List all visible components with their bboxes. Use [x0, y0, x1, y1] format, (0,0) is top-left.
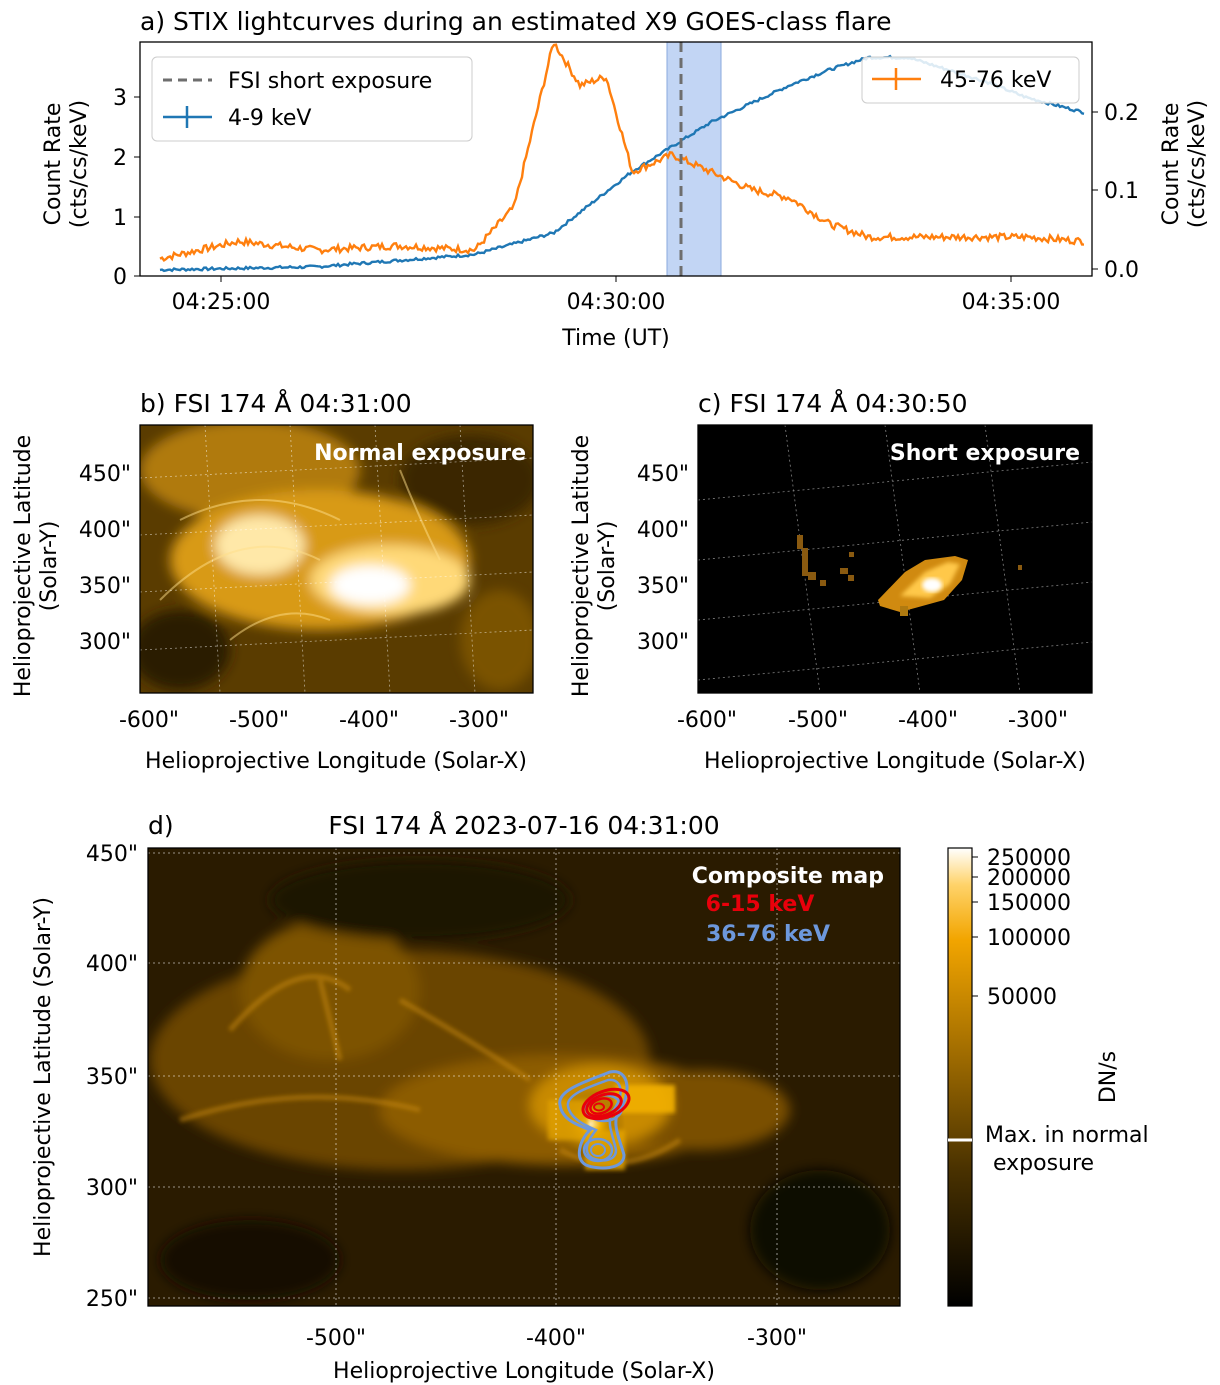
panel-d-label: d) [148, 811, 174, 840]
panel-d-xlabel: Helioprojective Longitude (Solar-X) [333, 1359, 715, 1384]
xtick-label: -400" [898, 708, 958, 733]
ytick-right: 0.0 [1104, 258, 1139, 283]
colorbar-tick: 200000 [987, 866, 1071, 891]
panel-d-annotation-6-15kev: 6-15 keV [706, 892, 815, 917]
colorbar: 250000 200000 150000 100000 50000 DN/s M… [947, 846, 1149, 1307]
panel-d-title: FSI 174 Å 2023-07-16 04:31:00 [328, 811, 719, 840]
short-exposure-flare [797, 535, 1022, 616]
ytick-label: 400" [637, 518, 689, 543]
ytick-right: 0.2 [1104, 101, 1139, 126]
xtick-label: -600" [119, 708, 179, 733]
xtick-label: -300" [449, 708, 509, 733]
fsi-short-exposure-image [698, 425, 1092, 693]
panel-a-ylabel-right: Count Rate [1159, 103, 1184, 226]
panel-c: c) FSI 174 Å 04:30:50 Short ex [569, 389, 1093, 774]
fsi-normal-exposure-image [140, 425, 533, 693]
panel-a-title: a) STIX lightcurves during an estimated … [140, 7, 891, 36]
colorbar-tick: 250000 [987, 846, 1071, 871]
panel-b-title: b) FSI 174 Å 04:31:00 [140, 389, 412, 418]
panel-d-annotation-36-76kev: 36-76 keV [706, 922, 830, 947]
xtick-label: 04:35:00 [962, 290, 1061, 315]
colorbar-marker-label: Max. in normal [985, 1123, 1149, 1148]
xtick-label: -500" [306, 1326, 366, 1351]
ytick-label: 400" [79, 518, 131, 543]
xtick-label: -600" [677, 708, 737, 733]
panel-c-xlabel: Helioprojective Longitude (Solar-X) [704, 749, 1086, 774]
xtick-label: -400" [526, 1326, 586, 1351]
ytick-label: 350" [637, 574, 689, 599]
colorbar-tick: 100000 [987, 926, 1071, 951]
panel-c-ylabel-unit: (Solar-Y) [595, 521, 620, 612]
ytick-right: 0.1 [1104, 179, 1139, 204]
panel-b-annotation: Normal exposure [314, 441, 526, 466]
ytick-label: 300" [86, 1176, 138, 1201]
colorbar-tick: 50000 [987, 985, 1057, 1010]
panel-a-ylabel-right-unit: (cts/cs/keV) [1185, 100, 1210, 228]
panel-a-xlabel: Time (UT) [561, 326, 670, 351]
panel-c-ylabel: Helioprojective Latitude [569, 435, 594, 697]
colorbar-tick: 150000 [987, 891, 1071, 916]
ytick-label: 350" [86, 1065, 138, 1090]
series-45-76-keV [159, 43, 1085, 263]
panel-b: b) FSI 174 Å 04:31:00 [11, 389, 534, 774]
legend-left: FSI short exposure 4-9 keV [151, 56, 473, 142]
panel-b-ylabel: Helioprojective Latitude [11, 435, 36, 697]
ytick-label: 300" [637, 630, 689, 655]
legend-4-9kev: 4-9 keV [228, 106, 311, 131]
ytick-left: 1 [113, 206, 127, 231]
ytick-label: 300" [79, 630, 131, 655]
xtick-label: -500" [788, 708, 848, 733]
panel-c-title: c) FSI 174 Å 04:30:50 [698, 389, 968, 418]
contours-6-15kev [581, 1087, 631, 1121]
panel-a-ylabel-left-unit: (cts/cs/keV) [67, 100, 92, 228]
xtick-label: -400" [339, 708, 399, 733]
ytick-left: 0 [113, 265, 127, 290]
panel-b-ylabel-unit: (Solar-Y) [37, 521, 62, 612]
ytick-label: 400" [86, 952, 138, 977]
composite-map-image [148, 848, 900, 1306]
legend-right: 45-76 keV [861, 56, 1080, 104]
ytick-label: 450" [637, 462, 689, 487]
xtick-label: -300" [747, 1326, 807, 1351]
ytick-label: 350" [79, 574, 131, 599]
ytick-label: 450" [79, 462, 131, 487]
colorbar-marker-label-2: exposure [993, 1151, 1094, 1176]
panel-d-ylabel: Helioprojective Latitude (Solar-Y) [31, 897, 56, 1257]
xtick-label: 04:30:00 [567, 290, 666, 315]
legend-fsi-short-exposure: FSI short exposure [228, 69, 432, 94]
panel-a-ylabel-left: Count Rate [41, 103, 66, 226]
panel-d-annotation-composite: Composite map [692, 864, 884, 889]
panel-b-xlabel: Helioprojective Longitude (Solar-X) [145, 749, 527, 774]
colorbar-unit: DN/s [1096, 1051, 1121, 1103]
xtick-label: -300" [1008, 708, 1068, 733]
ytick-left: 3 [113, 86, 127, 111]
panel-c-annotation: Short exposure [890, 441, 1080, 466]
xtick-label: 04:25:00 [172, 290, 271, 315]
ytick-label: 450" [86, 842, 138, 867]
xtick-label: -500" [229, 708, 289, 733]
panel-a: a) STIX lightcurves during an estimated … [41, 7, 1210, 351]
panel-d: d) FSI 174 Å 2023-07-16 04:31:00 [31, 811, 901, 1384]
legend-45-76kev: 45-76 keV [940, 68, 1051, 93]
ytick-left: 2 [113, 146, 127, 171]
ytick-label: 250" [86, 1287, 138, 1312]
